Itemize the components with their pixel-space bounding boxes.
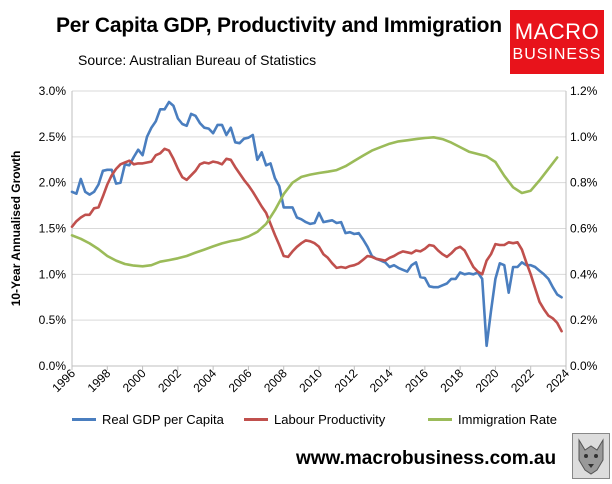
legend-swatch-gdp [72,418,96,421]
y-tick-right-1: 0.2% [570,313,598,327]
y-tick-left-4: 2.0% [39,176,67,190]
legend-item-immigration: Immigration Rate [428,412,557,427]
x-tick-label-6: 2008 [261,366,290,395]
y-tick-right-5: 1.0% [570,130,598,144]
y-tick-left-1: 0.5% [39,313,67,327]
x-tick-label-9: 2014 [367,366,396,395]
logo-line-2: BUSINESS [512,46,602,63]
x-tick-label-2: 2000 [120,366,149,395]
y-tick-left-0: 0.0% [39,359,67,373]
x-tick-label-5: 2006 [226,366,255,395]
series-line-real-gdp-per-capita [70,100,563,348]
series-line-labour-productivity [70,147,563,333]
series-line-immigration-rate [70,136,559,268]
x-tick-label-14: 2024 [543,366,572,395]
legend-label-immigration: Immigration Rate [458,412,557,427]
y-tick-right-3: 0.6% [570,222,598,236]
x-tick-label-12: 2020 [473,366,502,395]
legend-item-gdp: Real GDP per Capita [72,412,224,427]
y-tick-right-6: 1.2% [570,84,598,98]
macrobusiness-logo: MACRO BUSINESS [510,10,604,74]
y-tick-left-5: 2.5% [39,130,67,144]
x-tick-label-7: 2010 [296,366,325,395]
y-tick-right-4: 0.8% [570,176,598,190]
y-tick-right-0: 0.0% [570,359,598,373]
x-tick-label-4: 2004 [190,366,219,395]
x-tick-label-8: 2012 [332,366,361,395]
y-tick-left-2: 1.0% [39,267,67,281]
line-chart: 0.0% 0.5% 1.0% 1.5% 2.0% 2.5% 3.0% 0.0% 0.2% 0.4%… [9,84,598,395]
legend-label-gdp: Real GDP per Capita [102,412,224,427]
legend-swatch-productivity [244,418,268,421]
legend-item-productivity: Labour Productivity [244,412,385,427]
logo-line-1: MACRO [514,19,600,44]
y-tick-left-3: 1.5% [39,222,67,236]
y-tick-left-6: 3.0% [39,84,67,98]
legend-swatch-immigration [428,418,452,421]
y-axis-title: 10-Year Annualised Growth [9,151,23,307]
x-tick-label-3: 2002 [155,366,184,395]
x-tick-label-13: 2022 [508,366,537,395]
chart-title: Per Capita GDP, Productivity and Immigra… [56,14,502,37]
x-tick-label-10: 2016 [402,366,431,395]
legend-label-productivity: Labour Productivity [274,412,386,427]
wolf-logo-icon [572,433,610,479]
y-tick-right-2: 0.4% [570,267,598,281]
chart-subtitle: Source: Australian Bureau of Statistics [78,52,317,68]
x-tick-label-1: 1998 [85,366,114,395]
x-tick-label-11: 2018 [437,366,466,395]
website-url: www.macrobusiness.com.au [296,448,557,469]
chart-legend: Real GDP per Capita Labour Productivity … [72,412,572,434]
